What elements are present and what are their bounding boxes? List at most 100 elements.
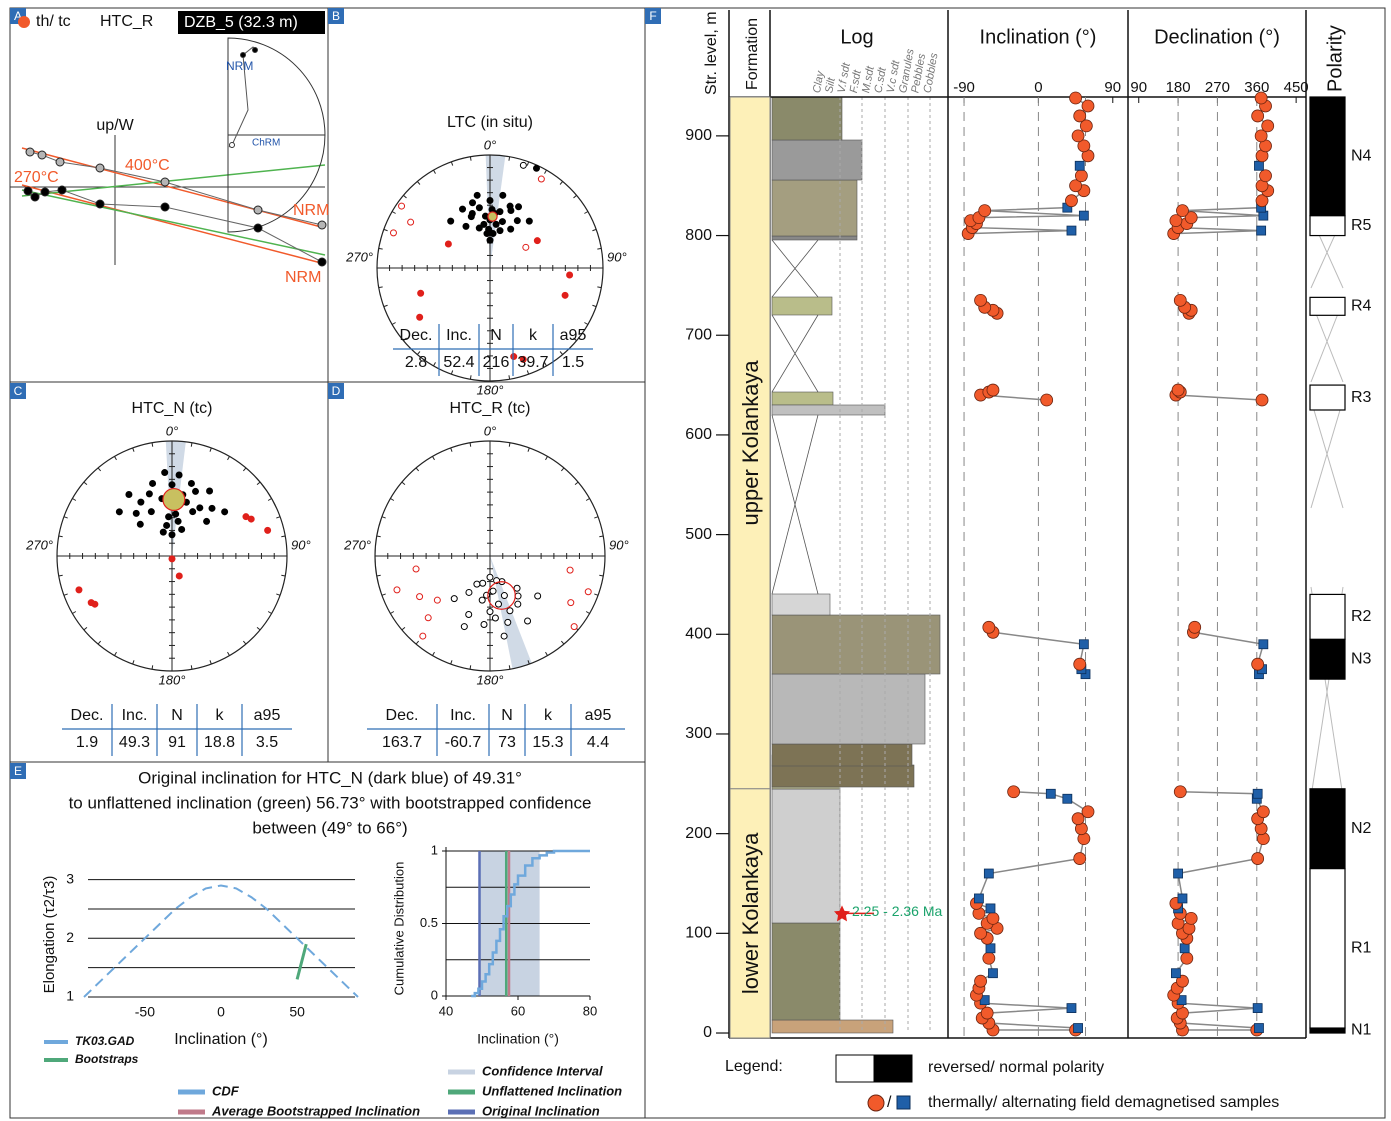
polarity-label: R4 [1351, 298, 1372, 315]
legend-reversed [836, 1055, 874, 1082]
direction-point [175, 518, 181, 524]
net-tick [392, 323, 395, 325]
thermal-sample [1176, 205, 1188, 217]
af-sample [1074, 1024, 1083, 1033]
thermal-sample [1082, 100, 1094, 112]
demag-point [56, 158, 64, 166]
net-tick [575, 482, 578, 485]
direction-label: 180° [477, 382, 504, 397]
polarity-zone [1310, 639, 1345, 679]
direction-point [390, 230, 396, 236]
net-tick [191, 665, 192, 669]
direction-point [514, 218, 520, 224]
thermal-sample [1075, 170, 1087, 182]
table-value: 49.3 [119, 734, 150, 751]
net-title: LTC (in situ) [447, 114, 533, 131]
net-tick [402, 627, 405, 630]
direction-point [190, 509, 196, 515]
direction-point [497, 209, 503, 215]
net-tick [133, 448, 134, 452]
demag-point [31, 193, 39, 201]
demag-point [41, 188, 49, 196]
thermal-sample [1189, 621, 1201, 633]
polarity-label: R3 [1351, 389, 1372, 406]
net-tick [268, 499, 271, 501]
net-tick [470, 665, 471, 669]
direction-label: 90° [609, 537, 629, 552]
net-tick [382, 594, 386, 595]
thermal-sample [987, 912, 999, 924]
figure-title: to unflattened inclination (green) 56.73… [69, 793, 592, 812]
direction-point [535, 593, 541, 599]
log-correlation-gaps [772, 240, 818, 594]
direction-point [501, 593, 507, 599]
net-tick [597, 248, 601, 249]
net-tick [281, 575, 285, 576]
demag-point [318, 258, 326, 266]
demag-point [96, 164, 104, 172]
x-tick-label: -90 [953, 79, 975, 96]
net-tick [115, 652, 117, 655]
net-tick [470, 443, 471, 447]
net-tick [377, 575, 381, 576]
y-axis-label: Elongation (τ2/τ3) [41, 876, 58, 994]
polarity-label: N4 [1351, 148, 1372, 165]
column-header: Formation [744, 18, 761, 90]
af-sample [986, 944, 995, 953]
demag-point [318, 221, 326, 229]
direction-point [501, 633, 507, 639]
thermal-sample [1082, 806, 1094, 818]
polarity-zone [1310, 869, 1345, 1028]
net-tick [268, 612, 271, 614]
af-sample [1079, 640, 1088, 649]
direction-label: 270° [345, 249, 373, 264]
table-header: N [490, 327, 502, 344]
direction-label: 270° [25, 537, 53, 552]
net-tick [451, 162, 452, 166]
direction-label: 180° [477, 672, 504, 687]
direction-point [514, 585, 520, 591]
direction-point [76, 587, 82, 593]
direction-point [507, 608, 513, 614]
direction-point [116, 509, 122, 515]
demag-point [254, 206, 262, 214]
thermal-sample [1074, 853, 1086, 865]
series-line [297, 944, 306, 979]
direction-point [479, 597, 485, 603]
panel-frames [10, 8, 1385, 1118]
table-header: k [544, 707, 553, 724]
direction-point [138, 499, 144, 505]
annotation: NRM [285, 269, 321, 286]
direction-point [534, 238, 540, 244]
direction-point [188, 480, 194, 486]
table-header: Dec. [386, 707, 419, 724]
polarity-zone [1310, 216, 1345, 236]
net-tick [509, 157, 510, 161]
table-value: 2.8 [405, 354, 427, 371]
table-value: 39.7 [517, 354, 548, 371]
direction-point [434, 597, 440, 603]
direction-point [480, 580, 486, 586]
net-tick [133, 660, 134, 664]
direction-point [265, 527, 271, 533]
direction-point [511, 354, 517, 360]
panel-label: F [649, 9, 656, 23]
net-tick [586, 612, 589, 614]
demag-point [161, 203, 169, 211]
direction-point [474, 581, 480, 587]
net-tick [560, 181, 563, 184]
y-tick-label: 3 [66, 870, 74, 886]
x-tick-label: 0 [1034, 79, 1042, 96]
demag-point [254, 224, 262, 232]
x-tick-label: 90 [1130, 79, 1147, 96]
direction-point [394, 587, 400, 593]
direction-point [507, 203, 513, 209]
thermal-sample [983, 621, 995, 633]
direction-point [461, 624, 467, 630]
direction-point [126, 491, 132, 497]
y-tick-label: 300 [685, 725, 712, 742]
column-header: Declination (°) [1154, 26, 1280, 48]
net-tick [561, 641, 564, 644]
polarity-zone [1310, 1028, 1345, 1033]
direction-point [497, 228, 503, 234]
